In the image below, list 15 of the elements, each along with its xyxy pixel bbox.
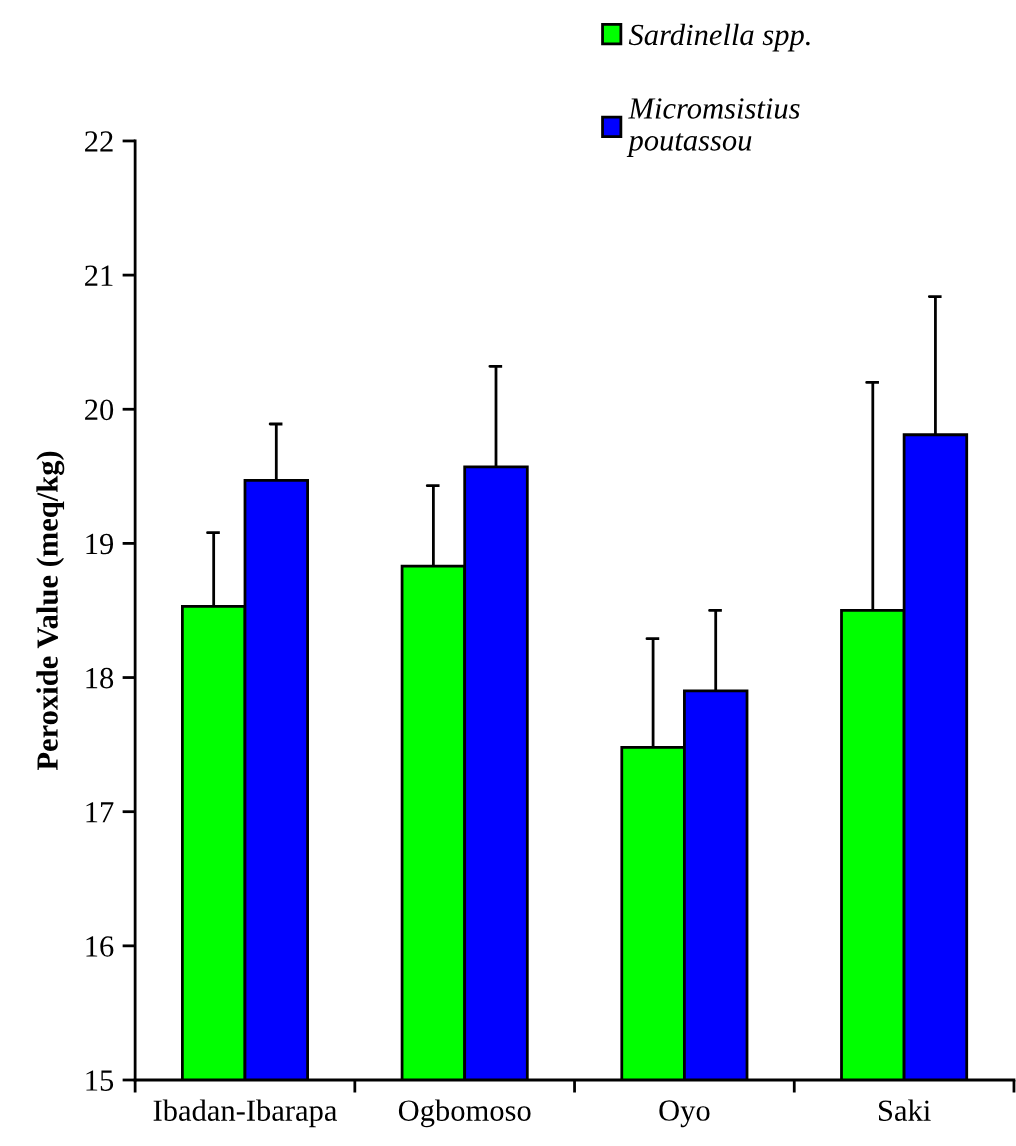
x-tick-label: Ogbomoso — [398, 1099, 531, 1128]
y-tick-label: 22 — [85, 131, 113, 152]
y-tick-label: 20 — [85, 399, 114, 421]
x-tick-label: Saki — [879, 1099, 931, 1121]
y-tick-label: 16 — [86, 936, 114, 957]
y-axis-title: Peroxide Value (meq/kg) — [36, 451, 65, 771]
legend-label: Sardinella spp. — [628, 23, 810, 52]
y-tick-label: 17 — [86, 802, 114, 823]
x-tick-label: Oyo — [659, 1100, 710, 1128]
y-tick-label: 15 — [86, 1070, 114, 1091]
legend-label: Micromsistius poutassou — [626, 98, 800, 157]
y-tick-label: 18 — [86, 667, 114, 689]
y-tick-label: 19 — [86, 533, 114, 555]
x-tick-label: Ibadan-Ibarapa — [153, 1099, 338, 1128]
y-tick-label: 21 — [85, 265, 113, 286]
